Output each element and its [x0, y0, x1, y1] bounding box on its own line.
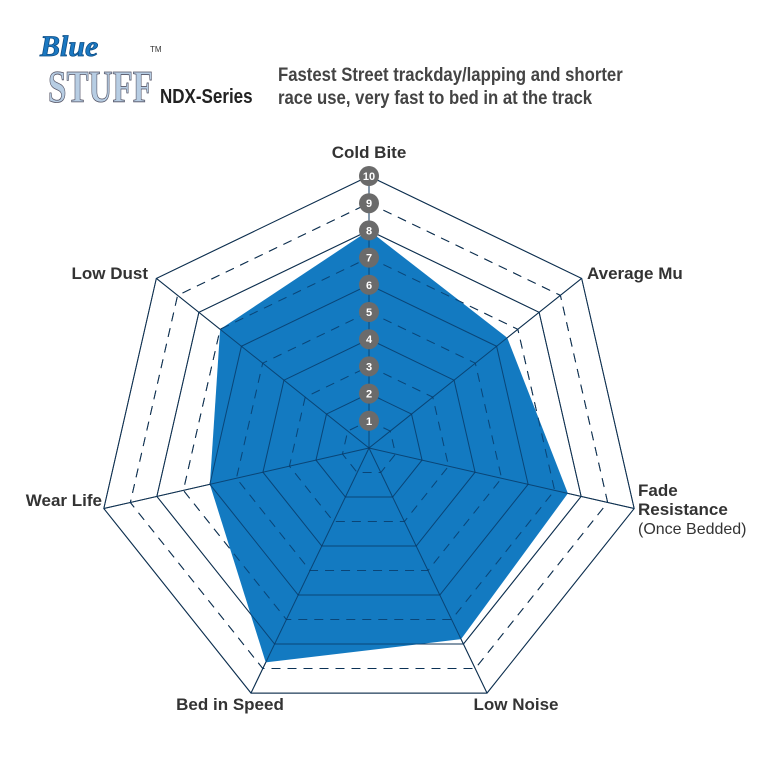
series-description: Fastest Street trackday/lapping and shor… [278, 64, 683, 110]
tick-badge [359, 383, 379, 404]
grid-ring-overlay [103, 175, 635, 694]
tick-badge [359, 329, 379, 350]
tick-label: 7 [366, 253, 372, 265]
axis-label-resistance: Resistance [638, 500, 728, 519]
grid-ring-overlay [235, 311, 503, 572]
grid-ring-overlay [262, 338, 476, 547]
axis-label: Wear Life [26, 491, 102, 510]
tick-label: 1 [366, 416, 372, 428]
axis-spoke-overlay [103, 447, 370, 510]
axis-spoke-overlay [156, 278, 370, 449]
svg-text:Blue: Blue [39, 30, 98, 63]
tick-badge [359, 193, 379, 214]
svg-text:TM: TM [150, 45, 162, 54]
tick-label: 9 [366, 198, 372, 210]
tick-label: 3 [366, 361, 372, 373]
tick-badge [359, 247, 379, 268]
axis-label: Low Dust [72, 264, 149, 283]
description-line-2: race use, very fast to bed in at the tra… [278, 88, 593, 109]
data-area [209, 230, 568, 663]
tick-label: 8 [366, 225, 372, 237]
axis-spoke-overlay [250, 447, 370, 694]
axis-label: Low Noise [473, 695, 558, 714]
tick-badge [359, 274, 379, 295]
axis-sublabel: (Once Bedded) [638, 521, 747, 538]
grid-ring-overlay [315, 393, 423, 498]
tick-badge [359, 356, 379, 377]
tick-label: 2 [366, 389, 372, 401]
grid-ring-overlay [182, 257, 556, 621]
description-line-1: Fastest Street trackday/lapping and shor… [278, 65, 623, 86]
tick-label: 10 [363, 171, 375, 183]
tick-label: 4 [366, 334, 373, 346]
tick-badge [359, 302, 379, 322]
axis-label-fade: Fade [638, 481, 678, 500]
grid-ring-overlay [156, 229, 582, 645]
tick-badge [359, 220, 379, 241]
axis-spoke-overlay [368, 278, 582, 449]
axis-label: Cold Bite [332, 143, 407, 162]
tick-badge [359, 410, 379, 431]
bluestuff-logo: Blue STUFF TM [39, 30, 162, 110]
grid-ring-overlay [209, 284, 529, 596]
svg-text:STUFF: STUFF [48, 61, 153, 110]
grid-ring-overlay [341, 420, 397, 474]
axis-label: Bed in Speed [176, 695, 284, 714]
grid-ring-overlay [288, 365, 450, 523]
tick-badge [359, 166, 379, 186]
axis-label: Average Mu [587, 264, 683, 283]
tick-label: 6 [366, 280, 372, 292]
axis-spoke-overlay [368, 447, 488, 694]
grid-ring-overlay [129, 202, 609, 670]
axis-spoke-overlay [368, 447, 635, 510]
series-name: NDX-Series [160, 86, 253, 108]
tick-label: 5 [366, 307, 372, 319]
